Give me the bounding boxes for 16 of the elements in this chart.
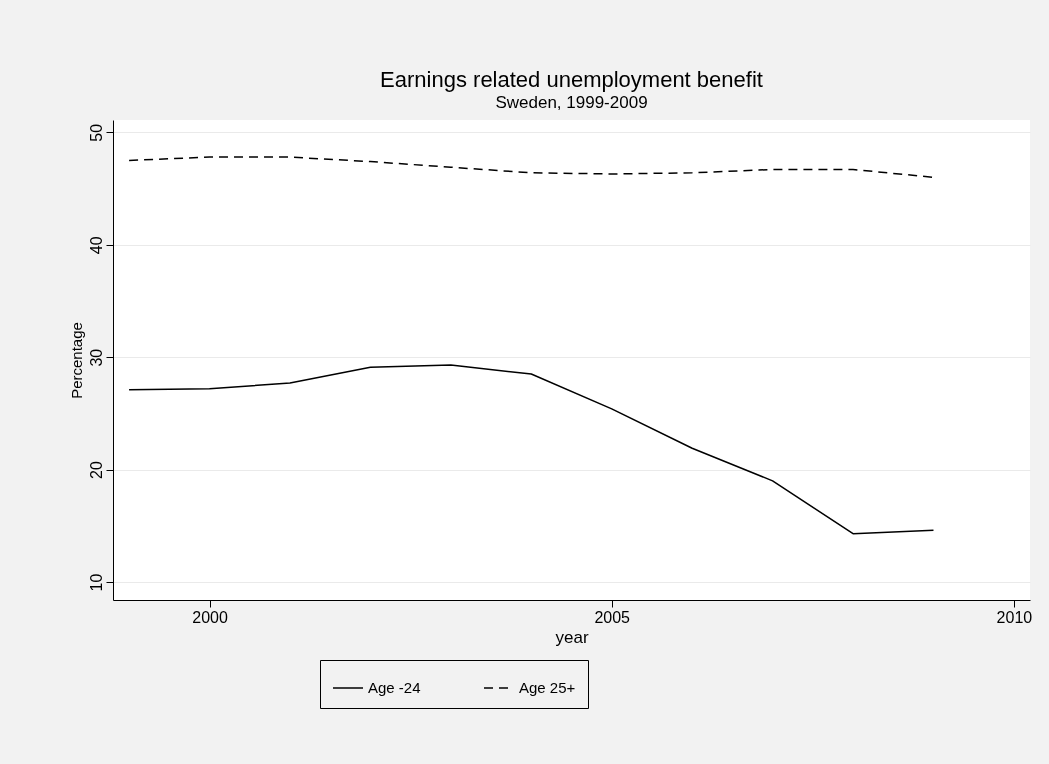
y-tick-label: 50 [87,123,105,142]
y-axis-title: Percentage [67,322,85,399]
line-series [128,156,935,179]
chart-subtitle: Sweden, 1999-2009 [495,93,648,112]
x-tick-label: 2000 [192,608,228,626]
y-tick-label: 10 [87,573,105,592]
y-tick-label: 30 [87,348,105,367]
legend-label: Age -24 [368,679,421,696]
x-tick-label: 2010 [996,608,1033,626]
x-tick-label: 2005 [594,608,631,626]
legend-label: Age 25+ [519,679,576,696]
y-tick-label: 20 [87,461,105,479]
chart-title: Earnings related unemployment benefit [380,67,763,92]
x-axis-title: year [555,627,589,647]
line-series [128,364,935,535]
y-tick-label: 40 [87,236,105,255]
